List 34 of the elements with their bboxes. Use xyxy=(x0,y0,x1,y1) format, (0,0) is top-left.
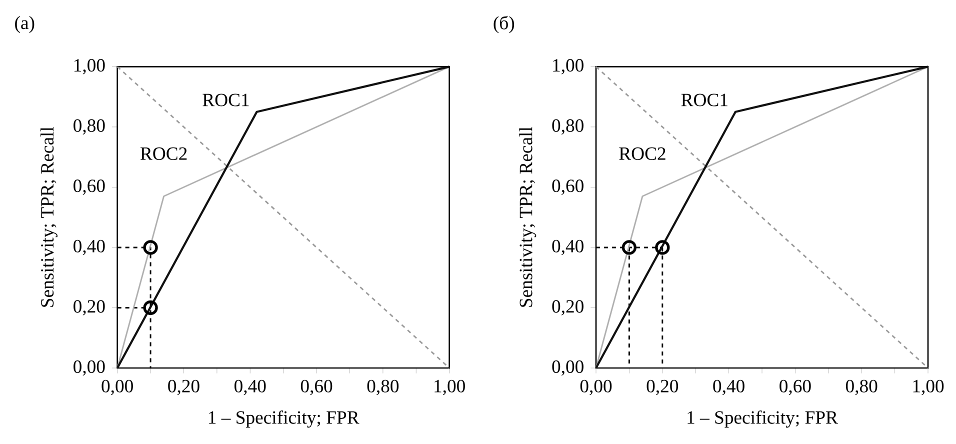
y-tick-label: 0,60 xyxy=(74,180,105,195)
x-tick-label: 0,60 xyxy=(300,380,332,396)
y-tick-label: 0,80 xyxy=(74,119,105,135)
x-tick-label: 1,00 xyxy=(913,380,944,396)
y-tick-label: 0,80 xyxy=(552,119,584,135)
x-tick-label: 0,80 xyxy=(367,380,399,396)
chart-title: (a) xyxy=(15,16,34,33)
y-tick-label: 0,20 xyxy=(74,300,105,316)
y-axis-title: Sensitivity; TPR; Recall xyxy=(519,126,536,307)
x-axis-title: 1 – Specificity; FPR xyxy=(688,410,838,428)
x-tick-label: 0,40 xyxy=(713,380,744,396)
y-tick-label: 0,40 xyxy=(74,240,105,256)
x-tick-label: 1,00 xyxy=(434,380,465,396)
y-tick-label: 0,20 xyxy=(552,300,584,316)
y-tick-label: 0,00 xyxy=(552,360,584,376)
y-tick-label: 0,00 xyxy=(74,360,105,376)
x-tick-label: 0,40 xyxy=(234,380,266,396)
y-tick-label: 0,40 xyxy=(552,240,584,256)
x-tick-label: 0,60 xyxy=(780,380,811,396)
series-label: ROC2 xyxy=(140,147,187,160)
y-axis-title: Sensitivity; TPR; Recall xyxy=(40,126,58,307)
x-tick-label: 0,20 xyxy=(168,380,200,396)
x-tick-label: 0,00 xyxy=(102,380,133,396)
y-tick-label: 1,00 xyxy=(74,59,105,74)
chart-title: (б) xyxy=(494,16,514,34)
series-label: ROC1 xyxy=(202,94,249,106)
x-axis-title: 1 – Specificity; FPR xyxy=(209,410,360,428)
x-tick-label: 0,00 xyxy=(580,380,612,396)
x-tick-label: 0,20 xyxy=(646,380,678,396)
y-tick-label: 1,00 xyxy=(553,59,584,74)
y-tick-label: 0,60 xyxy=(552,180,584,195)
x-tick-label: 0,80 xyxy=(846,380,878,396)
series-label: ROC2 xyxy=(619,147,666,160)
series-label: ROC1 xyxy=(681,94,728,106)
